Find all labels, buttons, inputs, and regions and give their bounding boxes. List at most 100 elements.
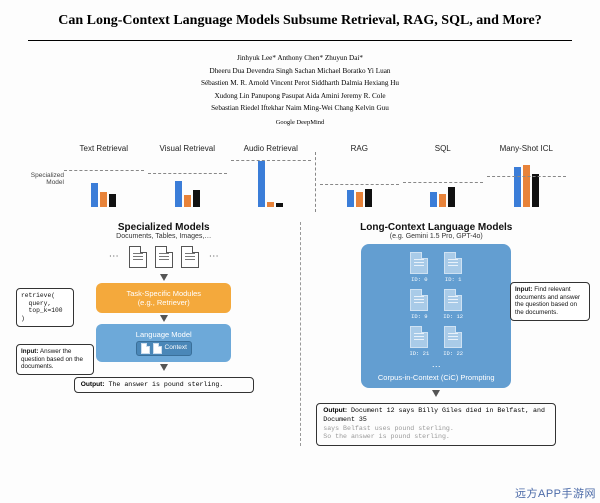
bar-group <box>229 157 313 207</box>
left-heading: Specialized Models <box>118 222 210 233</box>
specialized-threshold-line <box>148 173 228 174</box>
mini-document-icon <box>153 343 162 354</box>
author-row: Xudong Lin Panupong Pasupat Aida Amini J… <box>28 91 572 103</box>
chart-group: Text Retrieval <box>62 134 146 212</box>
cic-doc-id: ID: 9 <box>411 313 428 320</box>
right-output: Output: Document 12 says Billy Giles die… <box>316 403 556 445</box>
chart-group: Many-Shot ICL <box>485 134 569 212</box>
task-specific-module-box: Task-Specific Modules (e.g., Retriever) <box>96 283 231 313</box>
right-sub: (e.g. Gemini 1.5 Pro, GPT-4o) <box>390 233 483 240</box>
author-row: Sébastien M. R. Arnold Vincent Perot Sid… <box>28 78 572 90</box>
watermark-text: 远方APP手游网 <box>515 485 596 501</box>
bar-group <box>318 157 402 207</box>
bar <box>258 161 265 207</box>
bar <box>91 183 98 207</box>
specialized-threshold-line <box>320 184 400 185</box>
bar <box>439 194 446 207</box>
chart-group: Audio Retrieval <box>229 134 313 212</box>
specialized-threshold-line <box>403 182 483 183</box>
vertical-separator <box>315 152 316 212</box>
bar-group <box>401 157 485 207</box>
chart-group-title: Text Retrieval <box>80 134 128 154</box>
bar-group <box>146 157 230 207</box>
bar <box>276 203 283 207</box>
ellipsis-icon: ⋯ <box>107 251 121 262</box>
author-row: Jinhyuk Lee* Anthony Chen* Zhuyun Dai* <box>28 53 572 65</box>
specialized-model-label: Specialized Model <box>24 172 64 186</box>
bar <box>193 190 200 207</box>
long-context-column: Long-Context Language Models (e.g. Gemin… <box>301 222 573 446</box>
document-icon <box>410 289 428 311</box>
paper-title: Can Long-Context Language Models Subsume… <box>28 12 572 30</box>
cic-document-cell: ID: 22 <box>443 326 463 357</box>
context-pill: Context <box>136 341 192 356</box>
ellipsis-icon: ⋯ <box>432 361 441 372</box>
paper-figure: Can Long-Context Language Models Subsume… <box>0 0 600 446</box>
specialized-threshold-line <box>64 170 144 171</box>
cic-document-grid: ID: 0 ID: 1 ID: 9 ID: 12 ID: 21 ID: 22 <box>409 252 463 357</box>
bar <box>109 194 116 207</box>
cic-document-cell: ID: 1 <box>443 252 463 283</box>
retrieve-code-tag: retrieve( query, top_k=100 ) <box>16 288 74 327</box>
lm-label: Language Model <box>136 330 192 339</box>
bar <box>532 174 539 207</box>
document-icon <box>444 252 462 274</box>
left-output: Output: The answer is pound sterling. <box>74 377 254 394</box>
document-icon <box>155 246 173 268</box>
affiliation: Google DeepMind <box>28 119 572 126</box>
ellipsis-icon: ⋯ <box>207 251 221 262</box>
cic-document-cell: ID: 9 <box>409 289 429 320</box>
chart-group-title: Audio Retrieval <box>244 134 298 154</box>
bar <box>514 167 521 207</box>
benchmark-bar-chart: Specialized Model Text RetrievalVisual R… <box>28 134 572 212</box>
cic-doc-id: ID: 21 <box>409 350 429 357</box>
bar <box>175 181 182 207</box>
chart-group-title: Visual Retrieval <box>160 134 215 154</box>
arrow-down-icon <box>160 274 168 281</box>
document-icon <box>181 246 199 268</box>
bar <box>356 192 363 207</box>
bar-group <box>485 157 569 207</box>
arrow-down-icon <box>160 364 168 371</box>
cic-document-cell: ID: 21 <box>409 326 429 357</box>
specialized-models-column: Specialized Models Documents, Tables, Im… <box>28 222 300 446</box>
bar <box>267 202 274 207</box>
mini-document-icon <box>141 343 150 354</box>
input-docs-row: ⋯ ⋯ <box>107 246 221 268</box>
document-icon <box>129 246 147 268</box>
chart-group: Visual Retrieval <box>146 134 230 212</box>
bar <box>347 190 354 207</box>
chart-group: SQL <box>401 134 485 212</box>
horizontal-rule <box>28 40 572 41</box>
arrow-down-icon <box>160 315 168 322</box>
bar <box>523 165 530 207</box>
cic-doc-id: ID: 22 <box>443 350 463 357</box>
cic-doc-id: ID: 0 <box>411 276 428 283</box>
bar-group <box>62 157 146 207</box>
right-input-tag: Input: Find relevant documents and answe… <box>510 282 590 321</box>
cic-document-cell: ID: 12 <box>443 289 463 320</box>
right-heading: Long-Context Language Models <box>360 222 512 233</box>
author-row: Dheeru Dua Devendra Singh Sachan Michael… <box>28 66 572 78</box>
author-list: Jinhyuk Lee* Anthony Chen* Zhuyun Dai* D… <box>28 53 572 115</box>
bar <box>430 192 437 207</box>
bar <box>365 189 372 207</box>
specialized-threshold-line <box>231 160 311 161</box>
author-row: Sebastian Riedel Iftekhar Naim Ming-Wei … <box>28 103 572 115</box>
left-input-tag: Input: Answer the question based on the … <box>16 344 94 376</box>
chart-group-title: RAG <box>351 134 368 154</box>
chart-group-title: SQL <box>435 134 451 154</box>
specialized-threshold-line <box>487 176 567 177</box>
document-icon <box>444 289 462 311</box>
document-icon <box>410 252 428 274</box>
bar <box>448 187 455 207</box>
arrow-down-icon <box>432 390 440 397</box>
cic-title: Corpus-in-Context (CiC) Prompting <box>378 374 495 383</box>
cic-doc-id: ID: 12 <box>443 313 463 320</box>
language-model-box: Language Model Context <box>96 324 231 362</box>
bar <box>100 192 107 207</box>
document-icon <box>444 326 462 348</box>
cic-doc-id: ID: 1 <box>445 276 462 283</box>
bar <box>184 195 191 207</box>
title-block: Can Long-Context Language Models Subsume… <box>28 12 572 126</box>
